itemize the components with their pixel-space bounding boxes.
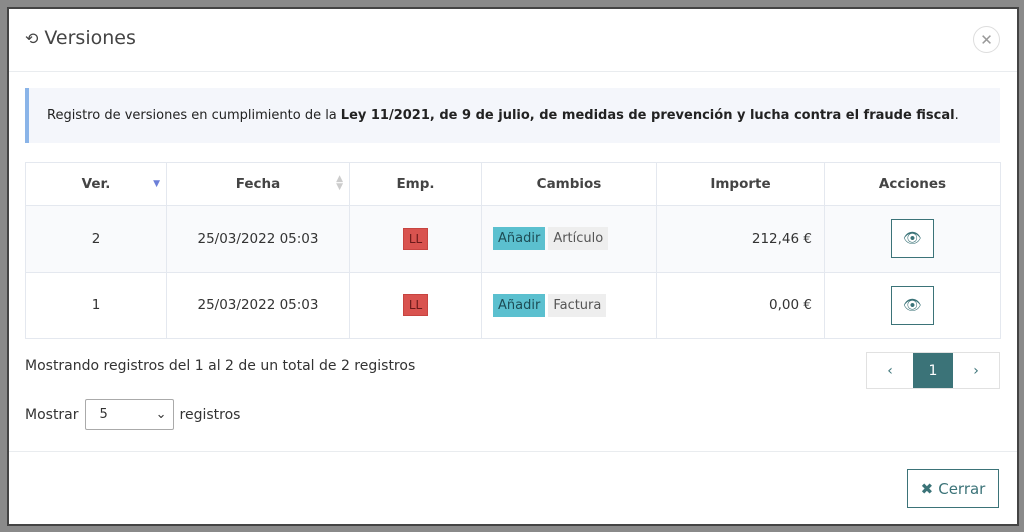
header-fecha[interactable]: Fecha ▲ ▼ xyxy=(166,162,350,206)
info-alert: Registro de versiones en cumplimiento de… xyxy=(25,88,1000,143)
close-button[interactable]: ✖ Cerrar xyxy=(907,469,999,508)
cell-importe: 0,00 € xyxy=(656,271,825,339)
modal-title: ⟲ Versiones xyxy=(25,27,136,49)
table-row: 1 25/03/2022 05:03 LL Añadir Factura 0,00… xyxy=(25,271,1001,339)
cell-ver: 2 xyxy=(25,205,167,273)
header-importe: Importe xyxy=(656,162,825,206)
emp-badge: LL xyxy=(402,227,429,250)
chevron-down-icon: ⌄ xyxy=(155,407,167,422)
object-tag: Factura xyxy=(548,293,607,317)
header-cambios: Cambios xyxy=(481,162,657,206)
eye-icon: 👁 xyxy=(902,229,923,248)
alert-end: . xyxy=(954,108,959,123)
close-icon[interactable]: ✕ xyxy=(973,26,1000,53)
action-tag: Añadir xyxy=(493,227,546,251)
header-emp: Emp. xyxy=(349,162,482,206)
view-button[interactable]: 👁 xyxy=(891,285,934,325)
length-label: Mostrar xyxy=(25,406,79,423)
versions-modal: ⟲ Versiones ✕ Registro de versiones en c… xyxy=(7,7,1019,526)
object-tag: Artículo xyxy=(548,227,609,251)
next-page-button[interactable]: › xyxy=(973,362,979,379)
cell-cambios: Añadir Factura xyxy=(481,271,657,339)
page-length-select[interactable]: 5 ⌄ xyxy=(84,399,174,430)
header-acciones: Acciones xyxy=(824,162,1001,206)
page-length: Mostrar 5 ⌄ registros xyxy=(25,399,240,430)
cell-cambios: Añadir Artículo xyxy=(481,205,657,273)
alert-law: Ley 11/2021, de 9 de julio, de medidas d… xyxy=(340,108,955,123)
table-info: Mostrando registros del 1 al 2 de un tot… xyxy=(25,358,416,374)
sort-icon: ▲ ▼ xyxy=(336,174,343,192)
pagination: ‹ 1 › xyxy=(866,352,1000,389)
versions-table: Ver. ▼ Fecha ▲ ▼ Emp. Cambios Importe Accio… xyxy=(25,162,1001,339)
cell-emp: LL xyxy=(349,271,482,339)
length-suffix: registros xyxy=(179,406,241,423)
alert-text: Registro de versiones en cumplimiento de… xyxy=(47,108,337,123)
cell-acciones: 👁 xyxy=(824,271,1001,339)
sort-desc-icon: ▼ xyxy=(153,179,160,189)
cell-emp: LL xyxy=(349,205,482,273)
footer-divider xyxy=(9,451,1017,452)
close-x-icon: ✖ xyxy=(920,479,934,498)
header-divider xyxy=(9,71,1017,72)
history-icon: ⟲ xyxy=(25,28,39,48)
action-tag: Añadir xyxy=(493,293,546,317)
eye-icon: 👁 xyxy=(902,295,923,314)
view-button[interactable]: 👁 xyxy=(891,219,934,259)
cell-fecha: 25/03/2022 05:03 xyxy=(166,205,350,273)
cell-ver: 1 xyxy=(25,271,167,339)
table-row: 2 25/03/2022 05:03 LL Añadir Artículo 212… xyxy=(25,205,1001,273)
cell-acciones: 👁 xyxy=(824,205,1001,273)
cell-importe: 212,46 € xyxy=(656,205,825,273)
prev-page-button[interactable]: ‹ xyxy=(887,362,893,379)
cell-fecha: 25/03/2022 05:03 xyxy=(166,271,350,339)
emp-badge: LL xyxy=(402,294,429,317)
header-ver[interactable]: Ver. ▼ xyxy=(25,162,167,206)
page-1-button[interactable]: 1 xyxy=(913,353,953,388)
